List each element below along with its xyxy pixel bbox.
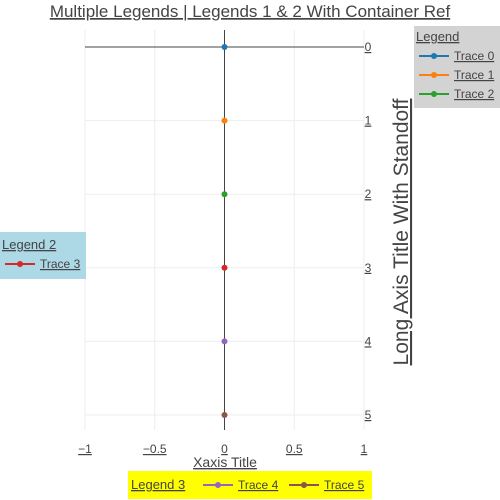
y-tick-label: 3 [365, 261, 372, 275]
data-point-trace-3[interactable] [221, 264, 228, 271]
x-axis-ticks: −1 −0.5 0 0.5 1 [78, 442, 368, 456]
chart-title: Multiple Legends | Legends 1 & 2 With Co… [50, 2, 451, 21]
legend-1-title: Legend [416, 29, 459, 44]
legend-3: Legend 3 Trace 4 Trace 5 [128, 471, 372, 499]
x-tick-label: −1 [78, 442, 92, 456]
legend-2-background [0, 232, 86, 279]
y-tick-label: 2 [365, 187, 372, 201]
x-axis-title: Xaxis Title [193, 454, 257, 470]
y-axis-ticks: 0 1 2 3 4 5 [365, 40, 372, 422]
data-points [221, 44, 228, 418]
legend-marker-trace-2 [431, 91, 437, 97]
data-point-trace-2[interactable] [221, 191, 228, 198]
legend-item-trace-4[interactable]: Trace 4 [203, 478, 279, 492]
legend-label-trace-3: Trace 3 [40, 257, 81, 271]
legend-item-trace-3[interactable]: Trace 3 [5, 257, 81, 271]
legend-2-title: Legend 2 [2, 237, 56, 252]
legend-label-trace-0: Trace 0 [454, 49, 495, 63]
legend-marker-trace-4 [215, 482, 221, 488]
data-point-trace-5[interactable] [221, 412, 228, 418]
legend-marker-trace-0 [431, 53, 437, 59]
legend-3-title: Legend 3 [131, 477, 185, 492]
legend-label-trace-2: Trace 2 [454, 87, 495, 101]
legend-marker-trace-3 [17, 261, 23, 267]
legend-item-trace-1[interactable]: Trace 1 [419, 68, 495, 82]
legend-item-trace-2[interactable]: Trace 2 [419, 87, 495, 101]
legend-label-trace-5: Trace 5 [324, 478, 365, 492]
legend-3-background [128, 471, 372, 499]
data-point-trace-0[interactable] [221, 44, 228, 50]
y-tick-label: 1 [365, 114, 372, 128]
x-tick-label: 0.5 [286, 442, 303, 456]
legend-item-trace-0[interactable]: Trace 0 [419, 49, 495, 63]
legend-marker-trace-1 [431, 72, 437, 78]
legend-marker-trace-5 [301, 482, 307, 488]
y-axis-title: Long Axis Title With Standoff [390, 98, 413, 365]
legend-label-trace-4: Trace 4 [238, 478, 279, 492]
x-tick-label: 1 [361, 442, 368, 456]
legend-2: Legend 2 Trace 3 [0, 232, 86, 279]
y-tick-label: 4 [365, 334, 372, 348]
data-point-trace-4[interactable] [221, 338, 228, 345]
y-tick-label: 0 [365, 40, 372, 54]
y-tick-label: 5 [365, 408, 372, 422]
x-tick-label: −0.5 [143, 442, 167, 456]
x-tick-label: 0 [221, 442, 228, 456]
legend-1: Legend Trace 0 Trace 1 Trace 2 [414, 26, 500, 108]
data-point-trace-1[interactable] [221, 117, 228, 124]
legend-item-trace-5[interactable]: Trace 5 [289, 478, 365, 492]
legend-label-trace-1: Trace 1 [454, 68, 495, 82]
